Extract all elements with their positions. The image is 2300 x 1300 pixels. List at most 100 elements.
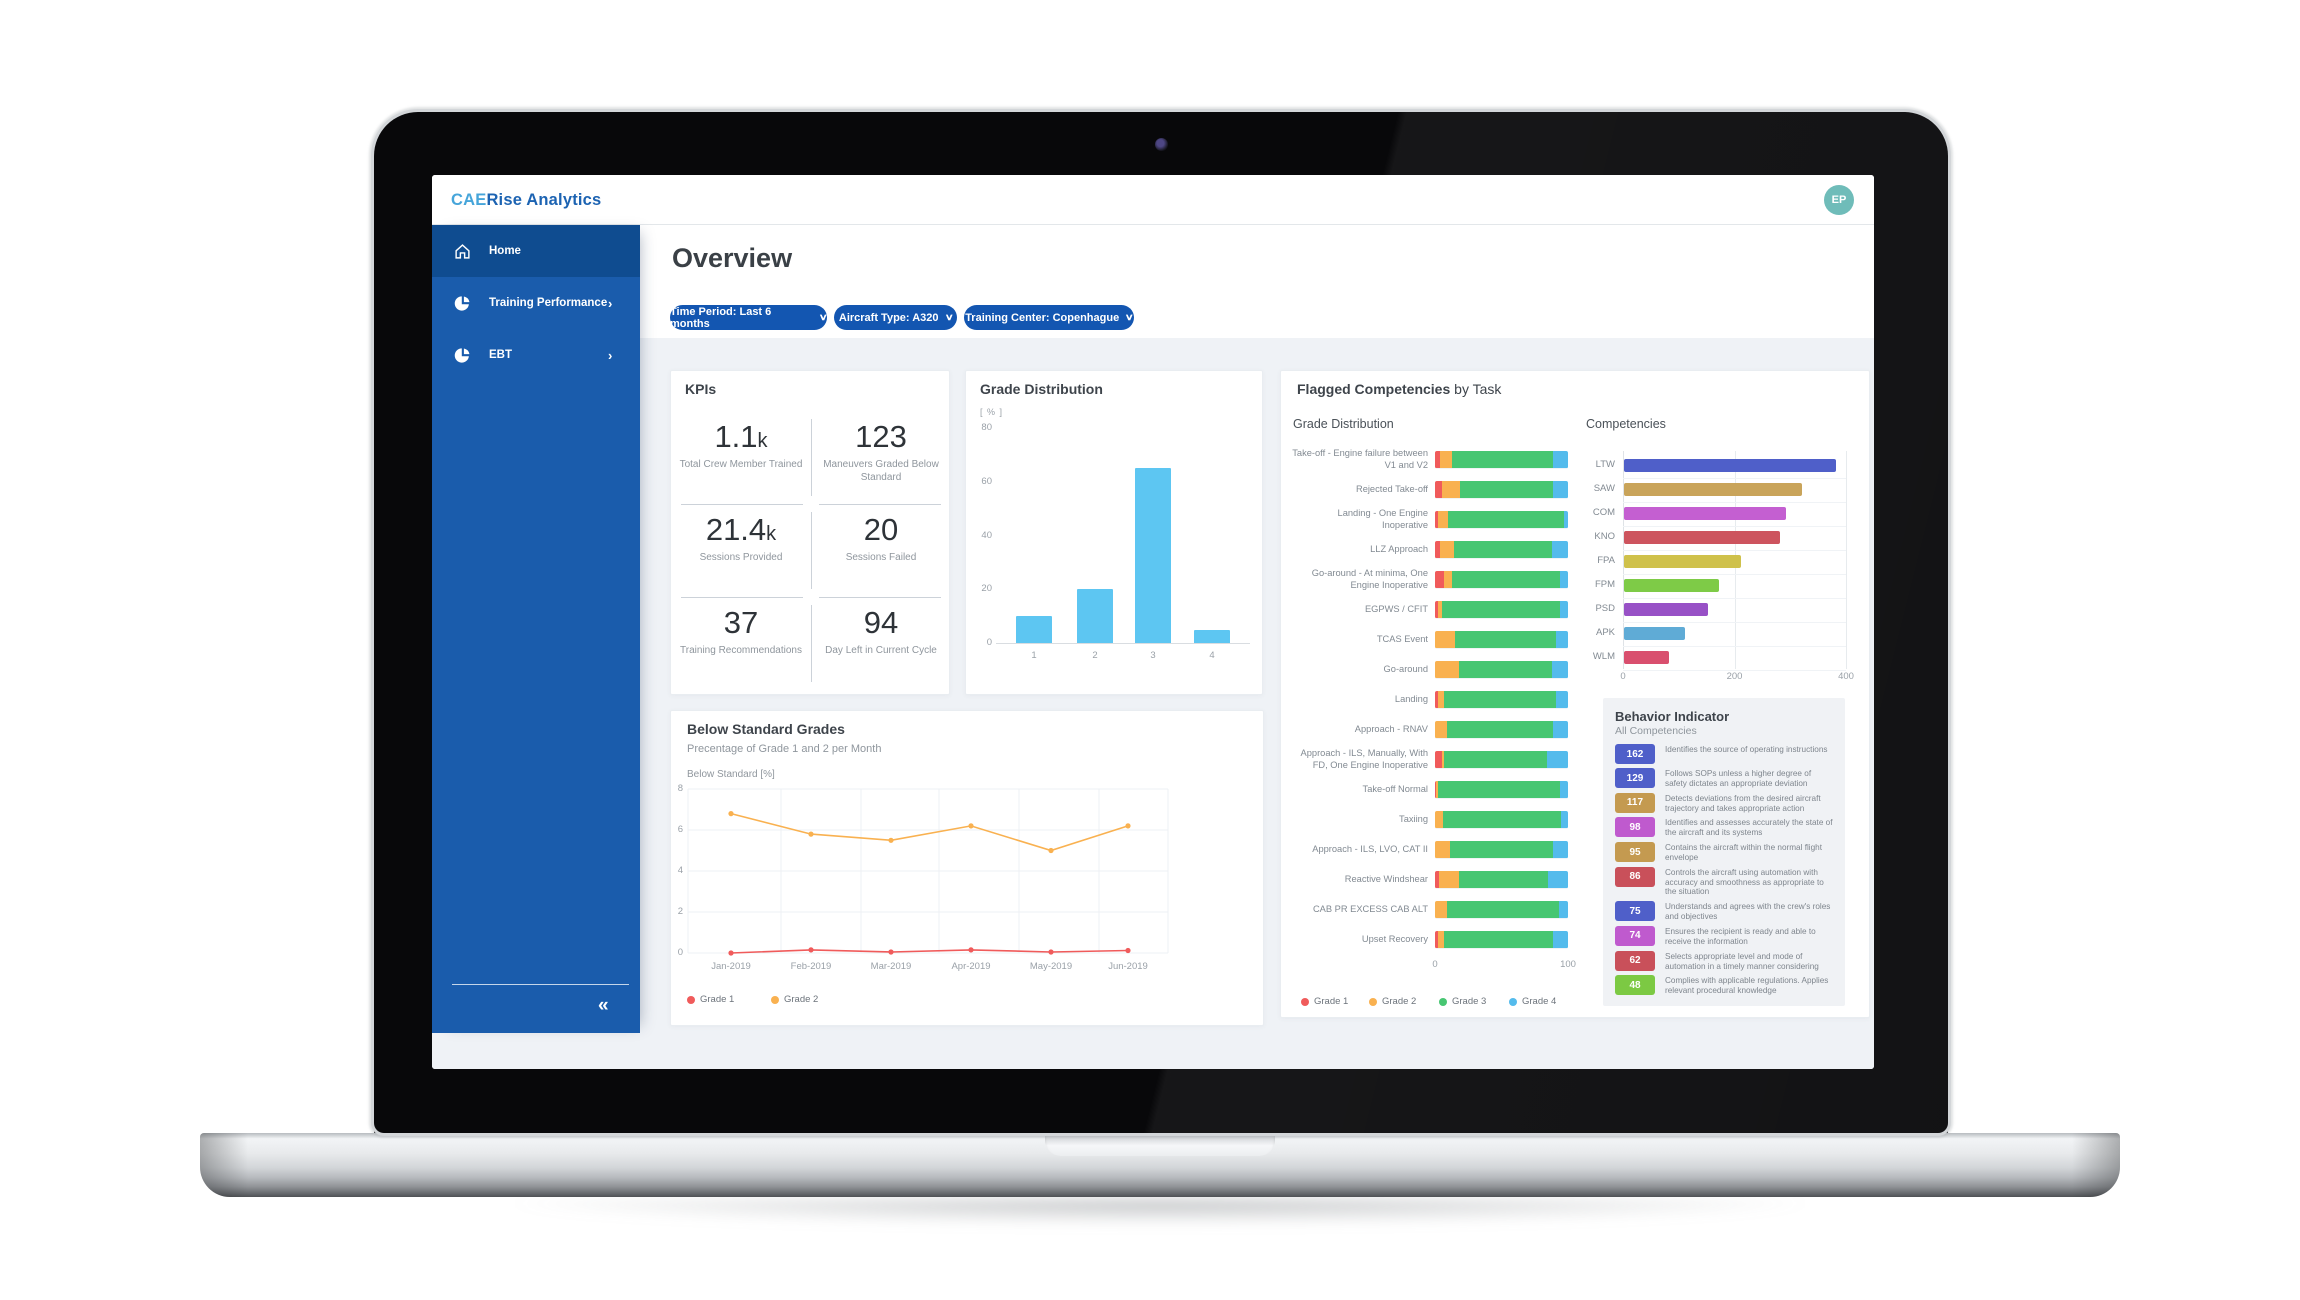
kpi-maneuvers-graded-below-standard: 123 Maneuvers Graded Below Standard [811, 419, 951, 484]
segment-grade-4 [1558, 901, 1568, 918]
behavior-indicator-title: Behavior Indicator [1615, 709, 1730, 724]
flagged-title-bold: Flagged Competencies [1297, 381, 1451, 397]
segment-grade-2 [1437, 601, 1442, 618]
competency-bar-ltw [1624, 459, 1836, 472]
filter-pill-3[interactable]: Training Center: Copenhague ∨ [964, 305, 1134, 330]
y-axis-tick: 2 [677, 906, 683, 917]
pie-chart-icon [454, 295, 471, 312]
x-axis-tick: 0 [1620, 671, 1626, 682]
webcam-icon [1155, 138, 1168, 151]
task-row: Approach - ILS, Manually, With FD, One E… [1291, 745, 1568, 775]
kpis-panel: KPIs 1.1k Total Crew Member Trained 123 Man… [670, 370, 950, 695]
kpi-value: 123 [811, 419, 951, 455]
y-axis-tick: 20 [981, 583, 992, 595]
segment-grade-3 [1444, 691, 1557, 708]
legend-item-grade-1[interactable]: Grade 1 [1301, 996, 1348, 1007]
kpi-value: 1.1k [671, 419, 811, 455]
task-stacked-bar [1435, 931, 1568, 949]
legend-item-grade-3[interactable]: Grade 3 [1439, 996, 1486, 1007]
competency-label: KNO [1594, 531, 1615, 542]
kpi-divider-vertical [811, 512, 812, 589]
legend-label: Grade 3 [1452, 996, 1487, 1007]
below-standard-grades-panel: Below Standard Grades Precentage of Grad… [670, 710, 1264, 1026]
sidebar-item-training-performance[interactable]: Training Performance › [432, 277, 640, 329]
segment-grade-4 [1553, 481, 1568, 498]
behavior-item: 74 Ensures the recipient is ready and abl… [1615, 925, 1833, 947]
sidebar-item-ebt[interactable]: EBT › [432, 329, 640, 381]
segment-grade-3 [1442, 811, 1562, 828]
task-row: LLZ Approach [1291, 535, 1568, 565]
series-line-grade-1 [730, 949, 1129, 954]
laptop-base [200, 1133, 2120, 1197]
kpi-value: 37 [671, 605, 811, 641]
brand-logo: CAE Rise Analytics [451, 175, 601, 225]
segment-grade-4 [1552, 541, 1568, 558]
legend-dot [771, 995, 779, 1004]
legend-item-grade-1[interactable]: Grade 1 [687, 994, 734, 1005]
filter-pill-2[interactable]: Aircraft Type: A320 ∨ [834, 305, 957, 330]
kpi-suffix: k [766, 523, 777, 545]
kpi-sessions-provided: 21.4k Sessions Provided [671, 512, 811, 564]
legend-item-grade-2[interactable]: Grade 2 [1369, 996, 1416, 1007]
data-point [888, 949, 894, 955]
x-axis-tick: 0 [1432, 959, 1438, 970]
legend-dot [687, 995, 695, 1004]
task-row: Take-off Normal [1291, 775, 1568, 805]
legend-label: Grade 2 [784, 994, 819, 1005]
segment-grade-3 [1448, 511, 1564, 528]
segment-grade-4 [1553, 841, 1568, 858]
task-label: Landing - One Engine Inoperative [1337, 508, 1428, 530]
task-stacked-bar [1435, 841, 1568, 859]
sidebar-item-label: Home [489, 245, 521, 257]
segment-grade-2 [1435, 901, 1447, 918]
behavior-text: Controls the aircraft using automation w… [1665, 867, 1824, 897]
legend-label: Grade 4 [1522, 996, 1557, 1007]
sidebar-item-home[interactable]: Home [432, 225, 640, 277]
task-row: Take-off - Engine failure between V1 and… [1291, 445, 1568, 475]
behavior-text: Understands and agrees with the crew's r… [1665, 902, 1831, 922]
behavior-item: 86 Controls the aircraft using automation… [1615, 866, 1833, 898]
behavior-score-chip: 129 [1615, 768, 1655, 788]
competency-bar-kno [1624, 531, 1780, 544]
segment-grade-1 [1435, 871, 1439, 888]
chevron-down-icon: ∨ [819, 312, 829, 322]
avatar[interactable]: EP [1824, 185, 1854, 215]
laptop-lid-notch [1045, 1133, 1275, 1156]
segment-grade-3 [1458, 871, 1549, 888]
flagged-grade-distribution-subtitle: Grade Distribution [1293, 417, 1394, 431]
segment-grade-3 [1446, 901, 1559, 918]
segment-grade-4 [1556, 691, 1568, 708]
x-axis-tick: 3 [1150, 650, 1156, 661]
sidebar-collapse-button[interactable]: « [598, 995, 609, 1016]
x-axis-line [996, 643, 1250, 644]
behavior-text: Complies with applicable regulations. Ap… [1665, 976, 1829, 996]
competency-label: PSD [1595, 603, 1615, 614]
task-stacked-bar [1435, 811, 1568, 829]
kpi-number: 37 [723, 605, 759, 640]
segment-grade-2 [1438, 871, 1459, 888]
task-label: Approach - RNAV [1354, 724, 1428, 735]
data-point [808, 947, 814, 953]
chevron-right-icon: › [608, 295, 613, 311]
segment-grade-4 [1560, 571, 1568, 588]
behavior-text: Identifies the source of operating instr… [1665, 745, 1828, 754]
brand-logo-suffix: Rise Analytics [486, 190, 602, 209]
task-row: Go-around [1291, 655, 1568, 685]
kpi-label: Sessions Provided [699, 552, 783, 563]
pie-chart-icon [454, 347, 471, 364]
legend-item-grade-2[interactable]: Grade 2 [771, 994, 818, 1005]
x-axis-tick: 200 [1726, 671, 1743, 682]
legend-item-grade-4[interactable]: Grade 4 [1509, 996, 1556, 1007]
row-separator [1623, 526, 1846, 527]
bar-grade-2 [1077, 589, 1113, 643]
task-row: Approach - RNAV [1291, 715, 1568, 745]
segment-grade-3 [1460, 481, 1554, 498]
filter-pill-1[interactable]: Time Period: Last 6 months ∨ [670, 305, 829, 330]
behavior-item: 62 Selects appropriate level and mode of … [1615, 950, 1833, 972]
competency-bar-saw [1624, 483, 1802, 496]
task-label: Approach - ILS, Manually, With FD, One E… [1300, 748, 1428, 770]
behavior-score-chip: 86 [1615, 866, 1655, 887]
series-line-grade-2 [730, 812, 1129, 852]
behavior-score-chip: 117 [1615, 792, 1655, 813]
